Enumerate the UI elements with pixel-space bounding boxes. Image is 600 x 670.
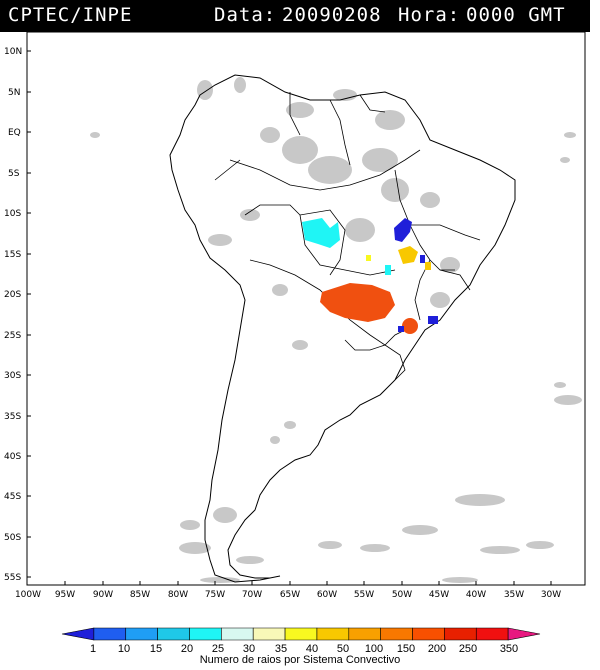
legend-label: 250 [459, 643, 477, 655]
lat-40s: 40S [4, 452, 21, 462]
lon-80w: 80W [168, 590, 188, 600]
lon-75w: 75W [205, 590, 225, 600]
legend-label: 100 [365, 643, 383, 655]
lon-50w: 50W [392, 590, 412, 600]
lat-15s: 15S [4, 250, 21, 260]
legend-label: 10 [118, 643, 130, 655]
legend-swatch [348, 627, 381, 641]
legend-label: 40 [306, 643, 318, 655]
system-yellow-small-2 [366, 255, 371, 261]
cloud-cover [90, 77, 582, 583]
legend-label: 35 [275, 643, 287, 655]
latitude-labels: 10N 5N EQ 5S 10S 15S 20S 25S 30S 35S 40S… [4, 47, 22, 583]
lat-35s: 35S [4, 412, 21, 422]
legend-swatch [444, 627, 477, 641]
legend-label: 30 [243, 643, 255, 655]
legend-label: 350 [500, 643, 518, 655]
legend-swatch [189, 627, 222, 641]
lon-85w: 85W [130, 590, 150, 600]
lat-50s: 50S [4, 533, 21, 543]
lat-5s: 5S [8, 169, 20, 179]
system-blue [394, 218, 412, 242]
lat-55s: 55S [4, 573, 21, 583]
legend-label: 200 [428, 643, 446, 655]
hour-label: Hora: [398, 4, 461, 26]
date-value: 20090208 [282, 4, 382, 26]
system-yellow-small [425, 262, 431, 270]
continent-outline [169, 74, 516, 583]
system-blue-small-3 [398, 326, 404, 332]
legend-swatch [93, 627, 127, 641]
system-yellow [398, 246, 418, 264]
lat-45s: 45S [4, 492, 21, 502]
legend-swatch [507, 627, 541, 641]
lon-90w: 90W [93, 590, 113, 600]
legend-swatch [61, 627, 95, 641]
source-label: CPTEC/INPE [8, 4, 133, 26]
legend-swatch [284, 627, 318, 641]
legend-label: 20 [181, 643, 193, 655]
lon-65w: 65W [280, 590, 300, 600]
lat-10s: 10S [4, 209, 21, 219]
lon-55w: 55W [354, 590, 374, 600]
lat-25s: 25S [4, 331, 21, 341]
legend-label: 150 [397, 643, 415, 655]
legend-label: 50 [337, 643, 349, 655]
legend-colorbar [61, 627, 541, 641]
lat-20s: 20S [4, 290, 21, 300]
lon-45w: 45W [429, 590, 449, 600]
lon-30w: 30W [541, 590, 561, 600]
legend-title: Numero de raios por Sistema Convectivo [199, 654, 401, 666]
legend-label: 1 [90, 643, 96, 655]
title-bar: CPTEC/INPE Data: 20090208 Hora: 0000 GMT [0, 0, 590, 32]
lon-60w: 60W [317, 590, 337, 600]
legend-swatch [380, 627, 413, 641]
lat-10n: 10N [4, 47, 22, 57]
system-orange [320, 283, 395, 322]
lat-eq: EQ [8, 128, 21, 138]
legend-swatch [316, 627, 350, 641]
legend-swatch [157, 627, 190, 641]
map-frame [26, 31, 586, 586]
lon-100w: 100W [15, 590, 41, 600]
system-orange-small [402, 318, 418, 334]
system-blue-small [420, 255, 425, 263]
system-blue-small-2 [428, 316, 438, 324]
legend-label: 15 [150, 643, 162, 655]
lat-5n: 5N [8, 88, 20, 98]
legend-swatch [125, 627, 158, 641]
hour-value: 0000 GMT [466, 4, 566, 26]
legend-label: 25 [212, 643, 224, 655]
convective-systems [302, 218, 438, 334]
lon-95w: 95W [55, 590, 75, 600]
lon-35w: 35W [504, 590, 524, 600]
longitude-labels: 100W 95W 90W 85W 80W 75W 70W 65W 60W 55W… [15, 590, 561, 600]
lon-70w: 70W [242, 590, 262, 600]
system-cyan [302, 218, 340, 248]
lat-30s: 30S [4, 371, 21, 381]
legend-swatch [475, 627, 509, 641]
legend-swatch [252, 627, 286, 641]
lon-40w: 40W [466, 590, 486, 600]
system-cyan-small [385, 265, 391, 275]
legend-labels: 1 10 15 20 25 30 35 40 50 100 150 200 25… [90, 643, 518, 655]
legend-swatch [412, 627, 445, 641]
country-borders [214, 92, 481, 381]
date-label: Data: [214, 4, 277, 26]
legend-swatch [221, 627, 254, 641]
